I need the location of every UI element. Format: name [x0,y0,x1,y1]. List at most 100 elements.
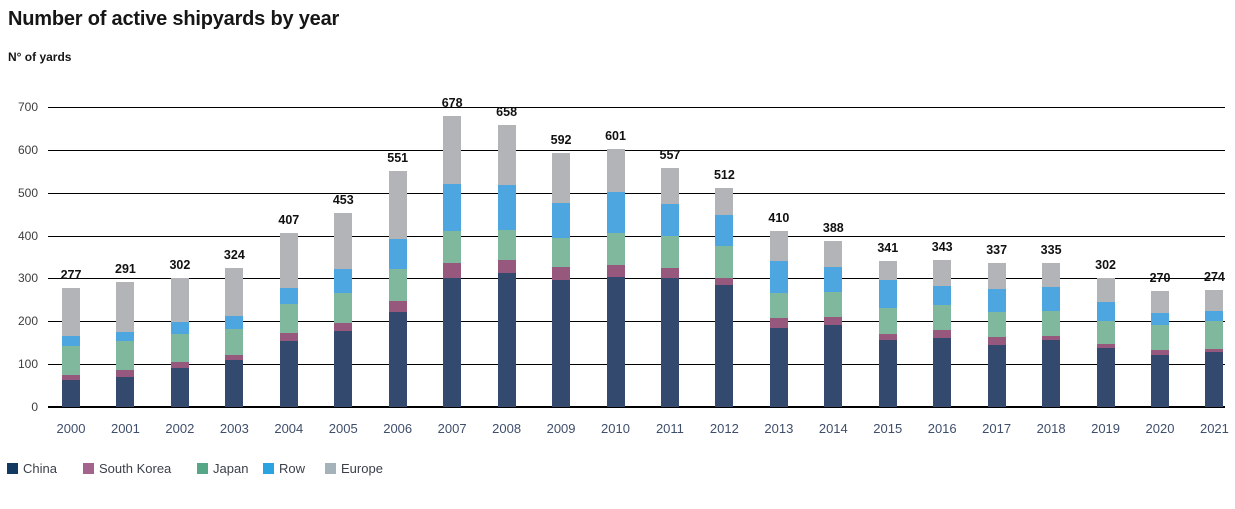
bar-2016-china [933,338,952,407]
bar-2014-china [824,325,843,407]
bar-2012-europe [715,187,734,215]
bar-2016-south-korea [933,329,952,339]
bar-2010-china [606,277,625,407]
legend-label: Japan [213,461,249,476]
total-label-2008: 658 [496,105,518,119]
bar-2009-row [552,203,571,239]
legend-item-europe: Europe [325,461,383,476]
bar-2004-china [279,341,298,407]
x-tick-2010: 2010 [601,421,630,436]
bar-2020-row [1151,312,1169,325]
bar-2011-europe [660,168,679,204]
x-tick-2014: 2014 [818,421,848,436]
bar-2012-japan [715,246,734,278]
bar-2017-europe [987,262,1006,289]
bar-2007-europe [443,116,462,184]
bar-2010-japan [606,233,625,265]
bar-2015-china [878,340,897,407]
bar-2013-japan [769,292,788,319]
total-label-2020: 270 [1149,271,1171,286]
total-label-2021: 274 [1204,269,1225,284]
bar-2008-row [497,185,516,230]
bar-2011-japan [660,235,679,268]
bar-2013-south-korea [769,318,788,328]
legend-swatch-icon [197,463,208,474]
gridline-200 [48,321,1225,323]
legend-label: South Korea [99,461,172,476]
bar-2014-japan [824,291,843,317]
bar-2014-europe [824,240,843,267]
gridline-500 [48,192,1225,194]
x-tick-2007: 2007 [437,421,467,436]
y-tick-300: 300 [17,271,38,286]
bar-2021-japan [1205,321,1224,350]
x-tick-2000: 2000 [56,421,86,436]
legend-swatch-icon [83,463,94,474]
bar-2018-japan [1042,311,1061,337]
bar-2011-south-korea [660,267,679,278]
x-tick-2004: 2004 [274,421,304,436]
total-label-2014: 388 [822,220,844,235]
legend-swatch-icon [7,463,18,474]
bar-2016-japan [933,305,952,330]
bar-2021-china [1205,352,1224,407]
bar-2009-china [552,279,571,407]
x-tick-2011: 2011 [655,421,684,436]
bar-2000-china [62,380,80,407]
bar-2009-japan [552,238,571,268]
x-tick-2012: 2012 [709,421,739,436]
bar-2021-south-korea [1205,349,1224,353]
bar-2015-europe [878,260,897,281]
bar-2001-china [116,377,135,407]
bar-2021-europe [1205,289,1224,312]
bar-2011-china [660,277,679,407]
x-tick-2003: 2003 [219,421,249,436]
total-label-2017: 337 [986,242,1008,257]
bar-2003-china [225,360,244,407]
bar-2000-europe [62,288,80,336]
total-label-2010: 601 [605,129,626,144]
x-tick-2002: 2002 [165,421,195,436]
legend-label: Row [279,461,306,476]
bar-2012-south-korea [715,277,734,285]
bar-2020-japan [1151,324,1169,351]
bar-2004-japan [279,303,298,333]
bar-2019-china [1096,347,1115,407]
bar-2015-south-korea [878,333,897,341]
total-label-2005: 453 [332,192,354,207]
bar-2004-south-korea [279,332,298,341]
x-tick-2006: 2006 [383,421,413,436]
bar-2009-europe [552,153,571,203]
total-label-2009: 592 [550,133,572,148]
bar-2010-europe [606,149,625,193]
x-tick-2017: 2017 [982,421,1012,436]
bar-2006-row [388,238,407,269]
legend-item-row: Row [263,461,305,476]
legend-label: China [23,461,57,476]
bar-2013-row [769,261,788,293]
bar-2008-japan [497,229,516,260]
bar-2017-row [987,288,1006,312]
bar-2013-china [769,327,788,407]
legend-swatch-icon [325,463,336,474]
bar-2003-south-korea [225,355,244,361]
x-tick-2020: 2020 [1145,421,1175,436]
total-label-2001: 291 [115,262,136,277]
bar-2006-japan [388,268,407,302]
total-label-2015: 341 [877,240,899,255]
chart-title: Number of active shipyards by year [8,8,340,30]
total-label-2012: 512 [713,167,735,182]
x-tick-2019: 2019 [1091,421,1121,436]
bar-2005-europe [334,212,353,270]
gridline-100 [48,364,1225,366]
bar-2000-south-korea [62,374,80,381]
bar-2003-row [225,315,244,329]
bar-2017-south-korea [987,337,1006,346]
y-axis-title: N° of yards [8,50,72,64]
gridline-700 [48,107,1225,108]
bar-2001-europe [116,282,135,332]
bar-2018-china [1042,339,1061,407]
x-tick-2018: 2018 [1036,421,1066,436]
